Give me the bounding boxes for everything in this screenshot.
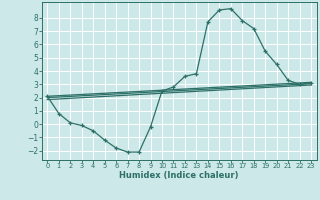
X-axis label: Humidex (Indice chaleur): Humidex (Indice chaleur) bbox=[119, 171, 239, 180]
